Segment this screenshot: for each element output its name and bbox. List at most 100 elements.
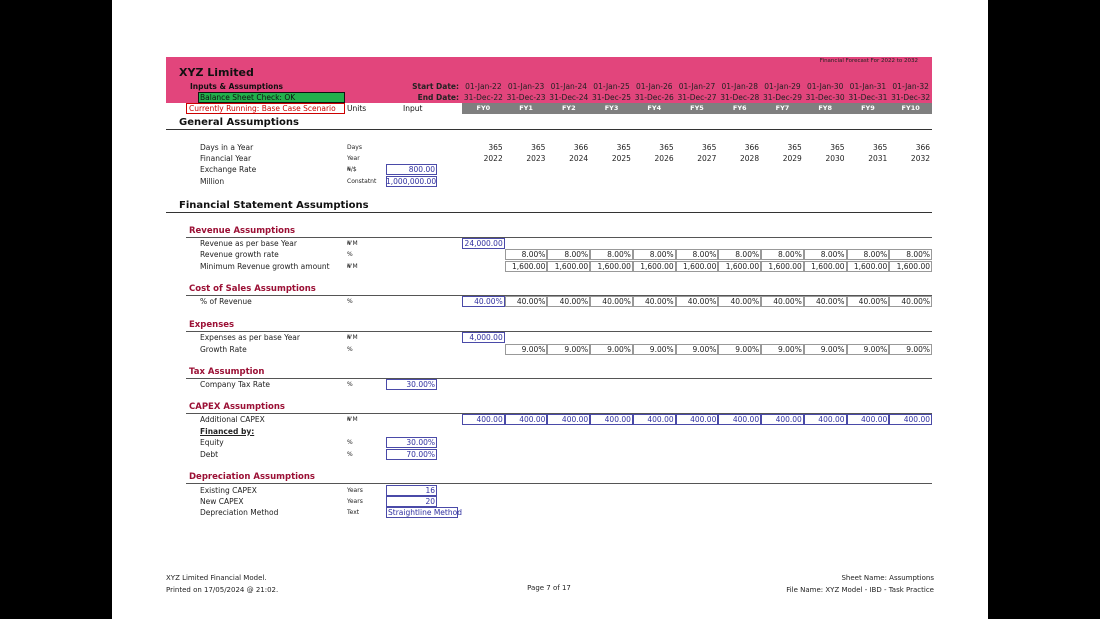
end-date: 31-Dec-29 xyxy=(762,92,802,102)
value-cell xyxy=(590,343,633,355)
rule xyxy=(166,129,932,130)
start-date: 01-Jan-28 xyxy=(721,81,758,91)
value-cell xyxy=(504,343,548,355)
value: 40.00% xyxy=(474,296,503,306)
section-title: Financial Statement Assumptions xyxy=(179,199,369,211)
input-cell xyxy=(386,484,437,496)
value-cell xyxy=(632,343,676,355)
row-unit: ₦'M xyxy=(347,262,358,270)
value: 400.00 xyxy=(775,414,802,424)
group-title: CAPEX Assumptions xyxy=(189,401,285,412)
value-cell xyxy=(889,343,933,355)
value-cell xyxy=(504,413,548,425)
end-date: 31-Dec-25 xyxy=(592,92,632,102)
value: 1,600.00 xyxy=(682,261,717,271)
row-label: Revenue growth rate xyxy=(200,249,279,259)
value: 400.00 xyxy=(647,414,674,424)
value: 9.00% xyxy=(692,344,717,354)
input-cell xyxy=(386,495,437,507)
value: 40.00% xyxy=(516,296,546,306)
value-cell xyxy=(761,343,804,355)
value: 365 xyxy=(787,142,802,152)
value: 400.00 xyxy=(818,414,845,424)
row-label: Revenue as per base Year xyxy=(200,238,297,248)
start-date: 01-Jan-22 xyxy=(465,81,502,91)
row-unit: Days xyxy=(347,143,362,151)
row-label: Growth Rate xyxy=(200,344,247,354)
value: 40.00% xyxy=(645,296,674,306)
footer-left: XYZ Limited Financial Model. xyxy=(166,573,267,582)
value-cell xyxy=(761,248,804,260)
value: 400.00 xyxy=(861,414,888,424)
rule xyxy=(186,483,932,484)
value: 2032 xyxy=(910,153,931,163)
row-label: Additional CAPEX xyxy=(200,414,265,424)
value-cell xyxy=(803,248,847,260)
value: 40.00% xyxy=(815,296,845,306)
group-title: Expenses xyxy=(189,319,235,330)
value: 365 xyxy=(531,142,546,152)
value: 8.00% xyxy=(692,249,717,259)
value: 365 xyxy=(830,142,845,152)
group-title: Tax Assumption xyxy=(189,366,265,377)
value: 8.00% xyxy=(906,249,931,259)
end-date: 31-Dec-30 xyxy=(805,92,845,102)
value: 365 xyxy=(702,142,717,152)
input-value: 70.00% xyxy=(406,449,435,459)
row-label: Exchange Rate xyxy=(200,164,257,174)
footer-right: File Name: XYZ Model - IBD - Task Practi… xyxy=(786,585,934,594)
row-unit: Constatnt xyxy=(347,177,377,185)
start-date: 01-Jan-29 xyxy=(764,81,801,91)
row-label: % of Revenue xyxy=(200,296,252,306)
row-label: Minimum Revenue growth amount xyxy=(200,261,330,271)
value: 1,600.00 xyxy=(768,261,802,271)
value: 2026 xyxy=(654,153,674,163)
period: FY10 xyxy=(901,103,920,112)
value: 1,600.00 xyxy=(512,261,546,271)
input-cell xyxy=(386,506,458,518)
value: 9.00% xyxy=(649,344,674,354)
value-cell xyxy=(504,260,548,272)
start-date: 01-Jan-32 xyxy=(892,81,929,91)
start-date: 01-Jan-26 xyxy=(636,81,673,91)
period-band xyxy=(462,103,932,114)
value: 8.00% xyxy=(521,249,546,259)
row-unit: ₦'M xyxy=(347,415,358,423)
value-cell xyxy=(590,413,633,425)
value-cell xyxy=(675,343,719,355)
value: 2024 xyxy=(569,153,589,163)
value-cell xyxy=(547,248,591,260)
value: 40.00% xyxy=(559,296,589,306)
banner: Financial Forecast For 2022 to 2032 xyxy=(819,57,918,64)
check-box xyxy=(198,92,345,103)
row-unit: % xyxy=(347,380,353,388)
value-cell xyxy=(675,248,719,260)
value: 2029 xyxy=(782,153,802,163)
running: Currently Running: Base Case Scenario xyxy=(189,103,336,113)
value: 2028 xyxy=(740,153,760,163)
input-value: 800.00 xyxy=(408,164,435,174)
input-value: Straightline Method xyxy=(388,507,462,517)
value: 24,000.00 xyxy=(464,238,503,248)
value: 8.00% xyxy=(649,249,674,259)
value: 9.00% xyxy=(735,344,760,354)
value: 8.00% xyxy=(607,249,631,259)
rule xyxy=(186,237,932,238)
input-value: 30.00% xyxy=(406,379,435,389)
start-label: Start Date: xyxy=(412,81,459,91)
value-cell xyxy=(761,413,804,425)
period: FY5 xyxy=(690,103,704,112)
value: 1,600.00 xyxy=(853,261,888,271)
start-date: 01-Jan-23 xyxy=(507,81,545,91)
value: 8.00% xyxy=(778,249,802,259)
value-cell xyxy=(803,295,847,307)
value-cell xyxy=(846,413,890,425)
start-date: 01-Jan-31 xyxy=(849,81,887,91)
value-cell xyxy=(889,295,933,307)
period: FY9 xyxy=(861,103,875,112)
start-date: 01-Jan-24 xyxy=(550,81,588,91)
value: 366 xyxy=(744,142,760,152)
end-label: End Date: xyxy=(417,92,459,102)
row-label: Financial Year xyxy=(200,153,252,163)
value-cell xyxy=(803,413,847,425)
